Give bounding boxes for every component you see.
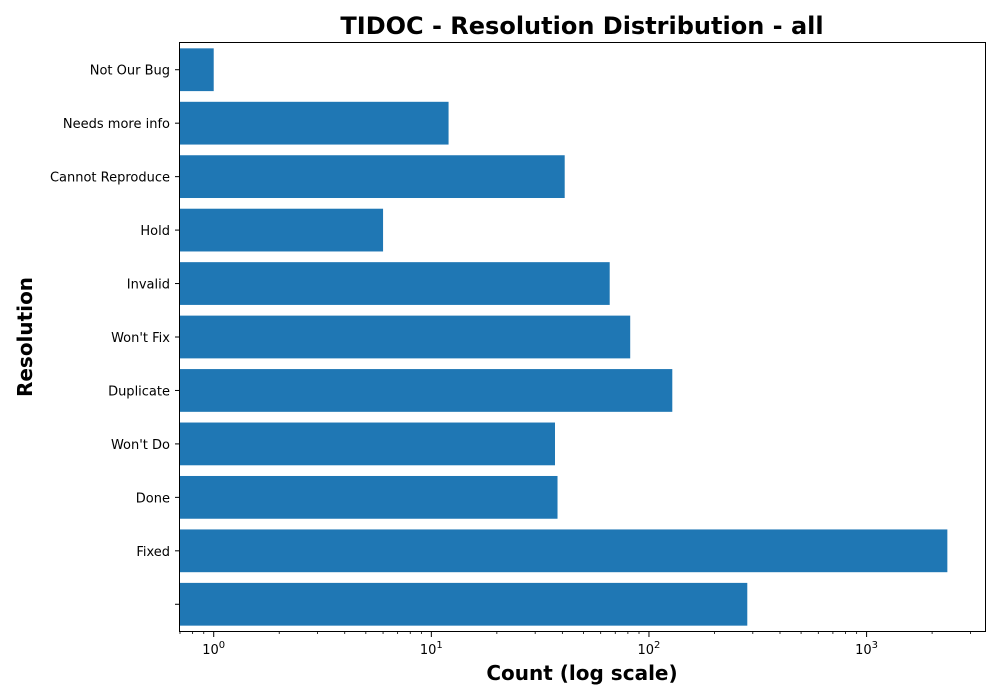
- y-tick-label: Won't Do: [111, 438, 170, 453]
- plot-frame: [179, 42, 986, 632]
- bar: [180, 315, 631, 359]
- y-tick-label: Needs more info: [63, 117, 170, 132]
- bar: [180, 582, 748, 626]
- y-tick-label: Won't Fix: [111, 331, 170, 346]
- bar: [180, 369, 673, 412]
- y-tick-label: Not Our Bug: [90, 64, 170, 79]
- x-tick-label: 101: [420, 640, 443, 658]
- bar: [180, 101, 449, 145]
- y-tick-label: Cannot Reproduce: [50, 171, 170, 186]
- x-tick-label: 100: [202, 640, 225, 658]
- bar: [180, 529, 948, 573]
- y-tick-label: Done: [136, 491, 170, 506]
- y-tick-label: Invalid: [127, 278, 170, 293]
- x-axis-title: Count (log scale): [486, 661, 677, 685]
- bar: [180, 155, 565, 199]
- bar: [180, 475, 558, 519]
- x-tick-label: 102: [638, 640, 661, 658]
- y-tick-label: Hold: [140, 224, 170, 239]
- chart-title: TIDOC - Resolution Distribution - all: [340, 12, 823, 40]
- bars-group: [180, 48, 948, 626]
- bar: [180, 262, 610, 305]
- bar: [180, 208, 384, 252]
- bar: [180, 422, 555, 466]
- x-axis-ticks: 100 101 102 103: [179, 631, 971, 658]
- y-axis-title: Resolution: [13, 277, 37, 397]
- y-axis-ticks: Fixed Done Won't Do Duplicate Won't Fix Inval…: [50, 64, 180, 605]
- bar: [180, 48, 214, 92]
- y-tick-label: Fixed: [136, 545, 170, 560]
- y-tick-label: Duplicate: [108, 384, 170, 399]
- x-tick-label: 103: [855, 640, 878, 658]
